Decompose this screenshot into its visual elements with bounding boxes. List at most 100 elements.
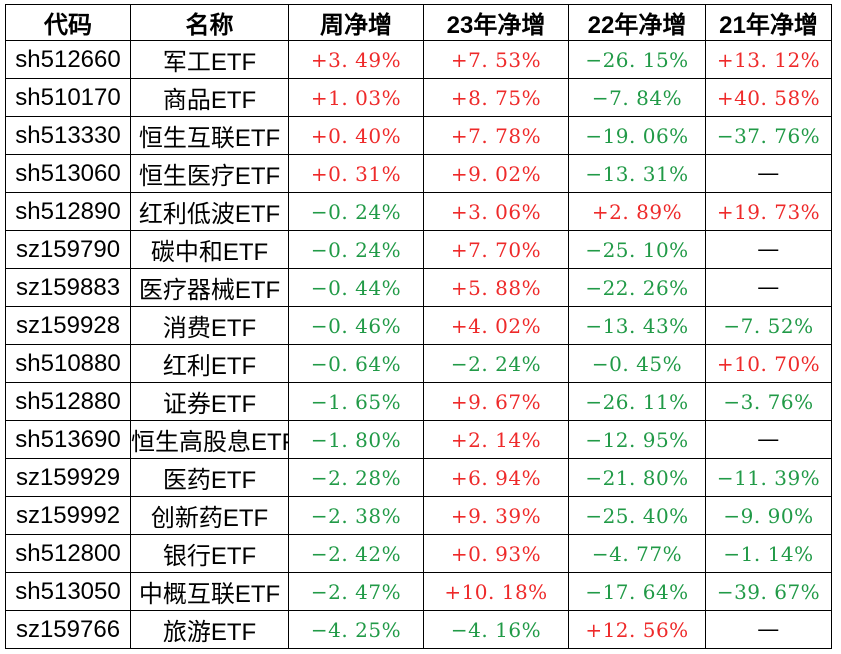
etf-value-cell: −21. 80% xyxy=(568,458,706,497)
etf-value-cell: −4. 77% xyxy=(568,534,706,573)
etf-value-cell: −7. 52% xyxy=(705,306,832,345)
etf-code-cell: sh512660 xyxy=(5,40,131,79)
etf-name-cell: 医疗器械ETF xyxy=(130,268,289,307)
etf-name-cell: 银行ETF xyxy=(130,534,289,573)
etf-code-cell: sh510880 xyxy=(5,344,131,383)
etf-value-cell: −2. 42% xyxy=(288,534,424,573)
etf-value-cell: −0. 24% xyxy=(288,192,424,231)
etf-name-cell: 旅游ETF xyxy=(130,610,289,649)
etf-code-cell: sz159992 xyxy=(5,496,131,535)
etf-name-cell: 中概互联ETF xyxy=(130,572,289,611)
table-row: sh512880 证券ETF −1. 65% +9. 67% −26. 11% −3. 7… xyxy=(5,382,832,421)
etf-value-cell: −26. 11% xyxy=(568,382,706,421)
table-row: sh512890 红利低波ETF −0. 24% +3. 06% +2. 89% +19.… xyxy=(5,192,832,231)
etf-code-cell: sz159790 xyxy=(5,230,131,269)
etf-value-cell: −0. 64% xyxy=(288,344,424,383)
etf-value-cell: +19. 73% xyxy=(705,192,832,231)
etf-code-cell: sz159928 xyxy=(5,306,131,345)
etf-value-cell: +7. 78% xyxy=(423,116,569,155)
etf-value-cell: +8. 75% xyxy=(423,78,569,117)
etf-value-cell: −4. 25% xyxy=(288,610,424,649)
etf-value-cell: −2. 28% xyxy=(288,458,424,497)
etf-value-cell: +6. 94% xyxy=(423,458,569,497)
etf-value-cell: −1. 65% xyxy=(288,382,424,421)
etf-value-cell: — xyxy=(705,610,832,649)
etf-value-cell: +10. 18% xyxy=(423,572,569,611)
etf-name-cell: 消费ETF xyxy=(130,306,289,345)
column-header-2022: 22年净增 xyxy=(568,4,706,41)
etf-value-cell: −26. 15% xyxy=(568,40,706,79)
etf-value-cell: −0. 44% xyxy=(288,268,424,307)
etf-value-cell: +0. 40% xyxy=(288,116,424,155)
etf-code-cell: sh513060 xyxy=(5,154,131,193)
column-header-2023: 23年净增 xyxy=(423,4,569,41)
table-row: sh512660 军工ETF +3. 49% +7. 53% −26. 15% +13. … xyxy=(5,40,832,79)
etf-value-cell: −13. 43% xyxy=(568,306,706,345)
etf-code-cell: sh512890 xyxy=(5,192,131,231)
etf-value-cell: −3. 76% xyxy=(705,382,832,421)
etf-value-cell: −4. 16% xyxy=(423,610,569,649)
etf-value-cell: −7. 84% xyxy=(568,78,706,117)
etf-value-cell: −25. 10% xyxy=(568,230,706,269)
table-row: sh513060 恒生医疗ETF +0. 31% +9. 02% −13. 31% — xyxy=(5,154,832,193)
etf-value-cell: −37. 76% xyxy=(705,116,832,155)
table-row: sz159790 碳中和ETF −0. 24% +7. 70% −25. 10% — xyxy=(5,230,832,269)
etf-value-cell: +3. 49% xyxy=(288,40,424,79)
table-row: sh512800 银行ETF −2. 42% +0. 93% −4. 77% −1. 14… xyxy=(5,534,832,573)
etf-code-cell: sh512800 xyxy=(5,534,131,573)
etf-value-cell: −0. 46% xyxy=(288,306,424,345)
etf-code-cell: sz159766 xyxy=(5,610,131,649)
etf-value-cell: +2. 89% xyxy=(568,192,706,231)
etf-value-cell: +9. 39% xyxy=(423,496,569,535)
etf-name-cell: 商品ETF xyxy=(130,78,289,117)
etf-value-cell: −2. 47% xyxy=(288,572,424,611)
table-row: sh513330 恒生互联ETF +0. 40% +7. 78% −19. 06% −37… xyxy=(5,116,832,155)
etf-value-cell: −0. 24% xyxy=(288,230,424,269)
table-header: 代码 名称 周净增 23年净增 22年净增 21年净增 xyxy=(5,4,832,41)
etf-name-cell: 碳中和ETF xyxy=(130,230,289,269)
etf-value-cell: +5. 88% xyxy=(423,268,569,307)
etf-value-cell: +3. 06% xyxy=(423,192,569,231)
etf-value-cell: — xyxy=(705,230,832,269)
table-row: sz159929 医药ETF −2. 28% +6. 94% −21. 80% −11. … xyxy=(5,458,832,497)
table-row: sh513690 恒生高股息ETF −1. 80% +2. 14% −12. 95% — xyxy=(5,420,832,459)
etf-value-cell: −9. 90% xyxy=(705,496,832,535)
etf-value-cell: +10. 70% xyxy=(705,344,832,383)
etf-value-cell: +0. 93% xyxy=(423,534,569,573)
column-header-name: 名称 xyxy=(130,4,289,41)
etf-code-cell: sh513050 xyxy=(5,572,131,611)
etf-code-cell: sh513330 xyxy=(5,116,131,155)
column-header-week: 周净增 xyxy=(288,4,424,41)
etf-name-cell: 医药ETF xyxy=(130,458,289,497)
etf-value-cell: −2. 38% xyxy=(288,496,424,535)
etf-value-cell: −2. 24% xyxy=(423,344,569,383)
table-row: sz159928 消费ETF −0. 46% +4. 02% −13. 43% −7. 5… xyxy=(5,306,832,345)
etf-value-cell: +0. 31% xyxy=(288,154,424,193)
etf-code-cell: sh510170 xyxy=(5,78,131,117)
etf-value-cell: −25. 40% xyxy=(568,496,706,535)
etf-value-cell: −1. 80% xyxy=(288,420,424,459)
etf-name-cell: 恒生互联ETF xyxy=(130,116,289,155)
etf-code-cell: sz159929 xyxy=(5,458,131,497)
etf-value-cell: −22. 26% xyxy=(568,268,706,307)
etf-name-cell: 恒生医疗ETF xyxy=(130,154,289,193)
table-row: sz159883 医疗器械ETF −0. 44% +5. 88% −22. 26% — xyxy=(5,268,832,307)
table-row: sz159766 旅游ETF −4. 25% −4. 16% +12. 56% — xyxy=(5,610,832,649)
etf-value-cell: −1. 14% xyxy=(705,534,832,573)
etf-performance-table: 代码 名称 周净增 23年净增 22年净增 21年净增 sh512660 军工ET… xyxy=(5,4,832,649)
etf-value-cell: +9. 02% xyxy=(423,154,569,193)
table-row: sz159992 创新药ETF −2. 38% +9. 39% −25. 40% −9. … xyxy=(5,496,832,535)
etf-value-cell: +7. 70% xyxy=(423,230,569,269)
etf-value-cell: — xyxy=(705,420,832,459)
etf-value-cell: −13. 31% xyxy=(568,154,706,193)
etf-name-cell: 军工ETF xyxy=(130,40,289,79)
etf-value-cell: +13. 12% xyxy=(705,40,832,79)
etf-name-cell: 创新药ETF xyxy=(130,496,289,535)
etf-value-cell: — xyxy=(705,268,832,307)
etf-value-cell: +1. 03% xyxy=(288,78,424,117)
column-header-code: 代码 xyxy=(5,4,131,41)
etf-name-cell: 证券ETF xyxy=(130,382,289,421)
etf-value-cell: +40. 58% xyxy=(705,78,832,117)
etf-code-cell: sh512880 xyxy=(5,382,131,421)
table-row: sh510880 红利ETF −0. 64% −2. 24% −0. 45% +10. 7… xyxy=(5,344,832,383)
